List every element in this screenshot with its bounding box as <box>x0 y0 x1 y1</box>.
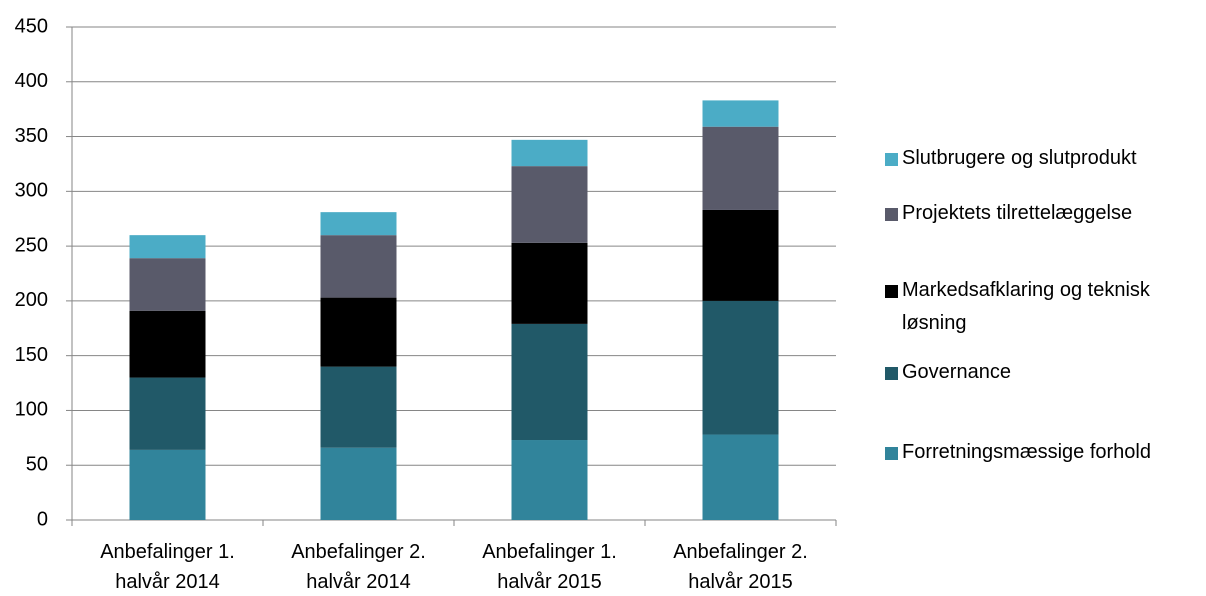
legend-item: Forretningsmæssige forhold <box>885 436 1200 469</box>
bar-segment <box>320 235 397 298</box>
y-tick-label: 50 <box>26 454 48 476</box>
bar-segment <box>320 447 397 520</box>
x-tick-label: Anbefalinger 2. halvår 2015 <box>673 541 808 593</box>
bar-segment <box>129 258 206 311</box>
y-tick-label: 200 <box>15 289 48 311</box>
x-tick-label: Anbefalinger 2. halvår 2014 <box>291 541 426 593</box>
bar-segment <box>129 377 206 450</box>
bar-segment <box>702 100 779 127</box>
x-tick-label: Anbefalinger 1. halvår 2014 <box>100 541 235 593</box>
legend-swatch <box>885 208 898 221</box>
y-tick-label: 400 <box>15 70 48 92</box>
legend-item: Markedsafklaring og teknisk løsning <box>885 274 1200 340</box>
bar-segment <box>511 323 588 441</box>
y-tick-label: 0 <box>37 508 48 530</box>
legend-swatch <box>885 285 898 298</box>
legend-swatch <box>885 153 898 166</box>
bar-segment <box>320 212 397 236</box>
y-tick-label: 300 <box>15 180 48 202</box>
bar-segment <box>320 297 397 367</box>
y-tick-label: 350 <box>15 125 48 147</box>
bar-segment <box>129 235 206 259</box>
legend-label: Markedsafklaring og teknisk løsning <box>902 279 1150 334</box>
bar-segment <box>129 310 206 378</box>
bar-segment <box>511 166 588 243</box>
legend-swatch <box>885 447 898 460</box>
bar-segment <box>320 366 397 448</box>
bar-segment <box>702 126 779 210</box>
y-tick-label: 250 <box>15 234 48 256</box>
x-tick-label: Anbefalinger 1. halvår 2015 <box>482 541 617 593</box>
legend-item: Projektets tilrettelæggelse <box>885 197 1200 230</box>
y-tick-label: 100 <box>15 399 48 421</box>
bar-segment <box>702 300 779 435</box>
bar-segment <box>511 139 588 167</box>
legend-label: Projektets tilrettelæggelse <box>902 202 1133 224</box>
bar-segment <box>702 209 779 301</box>
bar-segment <box>702 434 779 520</box>
legend-label: Slutbrugere og slutprodukt <box>902 147 1137 169</box>
legend-item: Slutbrugere og slutprodukt <box>885 142 1200 175</box>
bar-segment <box>129 449 206 520</box>
legend-label: Forretningsmæssige forhold <box>902 441 1151 463</box>
y-tick-label: 150 <box>15 344 48 366</box>
legend-item: Governance <box>885 356 1200 389</box>
y-tick-label: 450 <box>15 15 48 37</box>
bar-segment <box>511 440 588 520</box>
legend-label: Governance <box>902 361 1011 383</box>
bar-segment <box>511 242 588 324</box>
legend-swatch <box>885 367 898 380</box>
